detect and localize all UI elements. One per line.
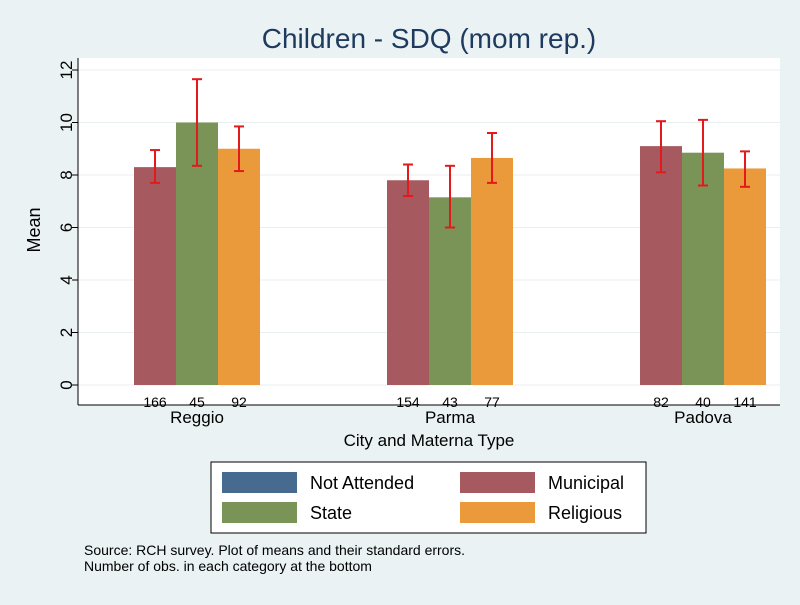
legend-swatch xyxy=(460,472,535,493)
y-axis-label: Mean xyxy=(24,207,44,252)
bar xyxy=(682,152,724,385)
source-note: Number of obs. in each category at the b… xyxy=(84,558,372,574)
y-tick-label: 6 xyxy=(57,223,76,232)
obs-count-label: 82 xyxy=(653,394,669,410)
legend-label: Not Attended xyxy=(310,473,414,493)
chart-title: Children - SDQ (mom rep.) xyxy=(262,23,597,54)
y-tick-label: 0 xyxy=(57,380,76,389)
obs-count-label: 92 xyxy=(231,394,247,410)
x-tick-label: Parma xyxy=(425,408,476,427)
bar xyxy=(429,197,471,385)
bar xyxy=(134,167,176,385)
bar xyxy=(471,157,513,385)
obs-count-label: 40 xyxy=(695,394,711,410)
bar xyxy=(218,148,260,385)
y-tick-label: 8 xyxy=(57,170,76,179)
y-tick-label: 4 xyxy=(57,275,76,284)
bar xyxy=(387,180,429,385)
legend-label: State xyxy=(310,503,352,523)
bar xyxy=(640,146,682,385)
legend-swatch xyxy=(222,472,297,493)
x-tick-label: Reggio xyxy=(170,408,224,427)
legend-label: Religious xyxy=(548,503,622,523)
y-tick-label: 10 xyxy=(57,113,76,132)
obs-count-label: 141 xyxy=(733,394,757,410)
legend-label: Municipal xyxy=(548,473,624,493)
obs-count-label: 43 xyxy=(442,394,458,410)
obs-count-label: 166 xyxy=(143,394,167,410)
legend-swatch xyxy=(222,502,297,523)
legend-swatch xyxy=(460,502,535,523)
bar xyxy=(724,168,766,385)
x-axis-label: City and Materna Type xyxy=(344,431,515,450)
obs-count-label: 45 xyxy=(189,394,205,410)
source-note: Source: RCH survey. Plot of means and th… xyxy=(84,542,465,558)
x-tick-label: Padova xyxy=(674,408,732,427)
obs-count-label: 154 xyxy=(396,394,420,410)
y-tick-label: 12 xyxy=(57,61,76,80)
y-tick-label: 2 xyxy=(57,328,76,337)
obs-count-label: 77 xyxy=(484,394,500,410)
